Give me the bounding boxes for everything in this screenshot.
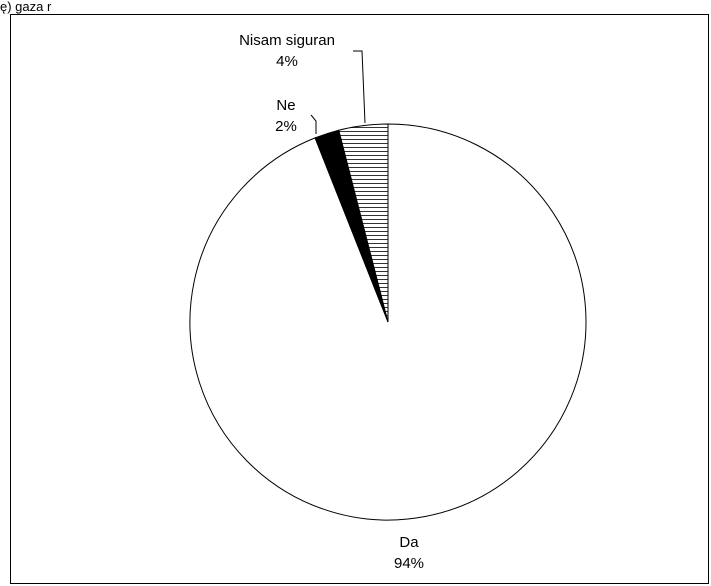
- slice-label-nisam-siguran: Nisam siguran: [239, 32, 335, 49]
- leader-line-ne: [310, 114, 317, 134]
- slice-label-da: Da: [399, 534, 419, 551]
- pie-slice-nisam-siguran: [338, 123, 389, 323]
- header-fragment: ę) gaza r: [0, 0, 52, 14]
- slice-label-ne: Ne: [276, 97, 295, 114]
- pie-chart: Da 94% Ne 2% Nisam siguran 4%: [189, 32, 587, 572]
- slice-percent-da: 94%: [394, 555, 424, 572]
- slice-percent-ne: 2%: [275, 118, 297, 135]
- chart-frame: Da 94% Ne 2% Nisam siguran 4%: [10, 14, 709, 584]
- slice-percent-nisam-siguran: 4%: [276, 53, 298, 70]
- leader-line-nisam-siguran: [353, 50, 366, 124]
